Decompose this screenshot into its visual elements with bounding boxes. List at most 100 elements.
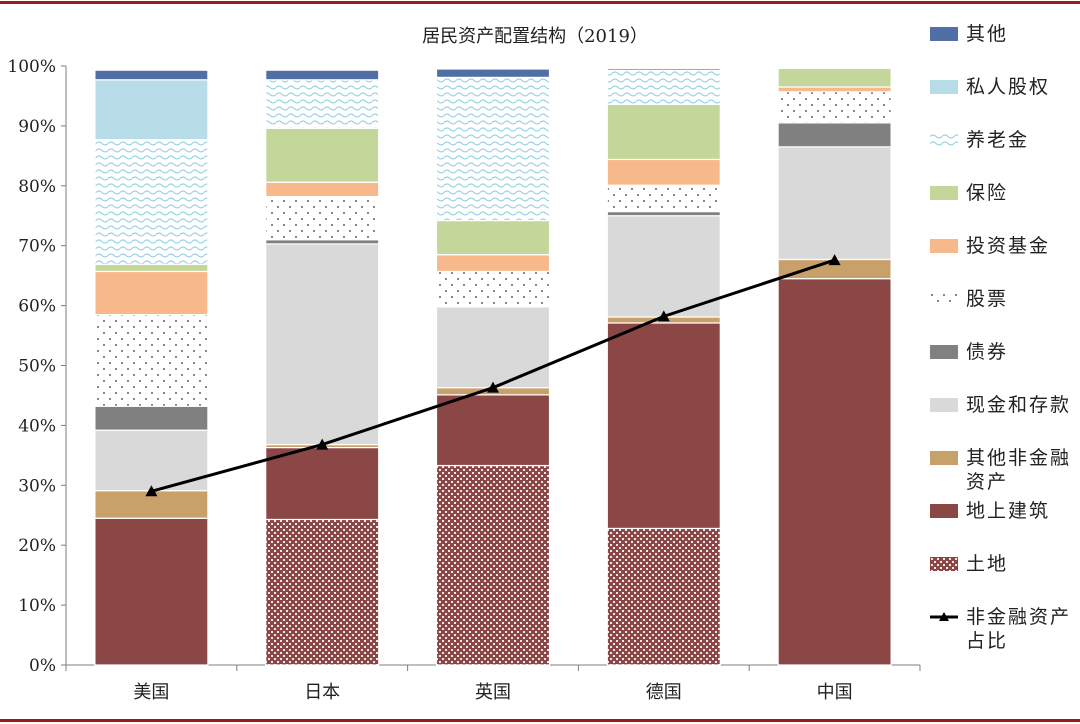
legend-swatch [930, 186, 958, 200]
legend-swatch [930, 398, 958, 412]
legend-swatch [930, 80, 958, 94]
bar-segment [265, 239, 380, 245]
bar-segment [265, 127, 380, 183]
bar-segment [435, 270, 551, 307]
bar-segment [435, 394, 551, 467]
legend-item: 债券 [930, 340, 1074, 364]
bar-segment [94, 405, 209, 431]
legend-label: 其他非金融资产 [966, 447, 1072, 493]
x-tick-label: 中国 [817, 682, 853, 703]
y-tick-label: 30% [18, 476, 56, 496]
legend-label: 养老金 [966, 129, 1030, 151]
legend-label: 股票 [966, 288, 1009, 310]
bottom-border-line [0, 719, 1080, 722]
legend-item: 其他非金融资产 [930, 446, 1074, 494]
legend-swatch [930, 557, 958, 571]
legend-item: 地上建筑 [930, 499, 1074, 523]
bar-segment [265, 79, 380, 129]
bar-segment [606, 103, 721, 161]
legend-item: 土地 [930, 552, 1074, 576]
bar-segment [606, 527, 721, 666]
line-point [828, 254, 841, 266]
y-tick-label: 50% [18, 357, 56, 377]
legend-swatch [930, 292, 958, 306]
x-tick-label: 英国 [475, 682, 511, 703]
line-point [145, 485, 158, 497]
legend-item: 私人股权 [930, 75, 1074, 99]
legend-swatch [930, 239, 958, 253]
legend-item: 其他 [930, 22, 1074, 46]
bar-segment [606, 184, 721, 213]
y-tick-label: 70% [18, 237, 56, 257]
line-point [316, 438, 329, 450]
bar-segment [94, 517, 209, 666]
legend-swatch [930, 451, 958, 465]
bar-segment [435, 219, 551, 256]
bar-segment [265, 518, 380, 666]
bar-segment [606, 69, 721, 105]
legend-item: 养老金 [930, 128, 1074, 152]
legend-swatch [930, 612, 958, 621]
bar-segment [606, 210, 721, 217]
bar-segment [94, 270, 209, 316]
x-tick-label: 日本 [304, 682, 340, 703]
legend-item: 非金融资产 占比 [930, 605, 1074, 653]
top-border-line [0, 1, 1080, 4]
bar-segment [94, 263, 209, 273]
bar-segment [777, 67, 892, 88]
legend-swatch [930, 504, 958, 518]
bar-segment [606, 322, 721, 530]
bar-segment [435, 464, 551, 666]
bar-segment [435, 68, 551, 78]
legend-item: 投资基金 [930, 234, 1074, 258]
bar-segment [606, 67, 721, 71]
legend-label: 现金和存款 [966, 394, 1072, 416]
legend-label: 土地 [966, 553, 1009, 575]
bar-segment [435, 76, 551, 222]
bar-segment [777, 86, 892, 93]
bar-segment [94, 69, 209, 81]
bar-segment [265, 69, 380, 81]
legend-label: 地上建筑 [966, 500, 1051, 522]
y-tick-label: 60% [18, 297, 56, 317]
bar-segment [606, 158, 721, 186]
bar-segment [777, 146, 892, 261]
legend-label: 债券 [966, 341, 1009, 363]
legend-label: 投资基金 [966, 235, 1051, 257]
line-point [487, 381, 499, 393]
bar-segment [777, 91, 892, 124]
chart-title: 居民资产配置结构（2019） [422, 26, 648, 47]
bar-segment [94, 313, 209, 407]
legend-label: 私人股权 [966, 76, 1051, 98]
y-tick-label: 90% [18, 117, 56, 137]
y-tick-label: 40% [18, 416, 56, 436]
legend-swatch [930, 345, 958, 359]
y-tick-label: 80% [18, 177, 56, 197]
y-tick-label: 100% [7, 57, 56, 77]
x-tick-label: 美国 [133, 682, 169, 703]
bar-segment [94, 139, 209, 265]
bar-segment [777, 278, 892, 666]
legend-item: 股票 [930, 287, 1074, 311]
bar-segment [265, 195, 380, 241]
y-tick-label: 10% [18, 596, 56, 616]
y-tick-label: 20% [18, 536, 56, 556]
bar-segment [94, 79, 209, 141]
legend-swatch [930, 27, 958, 41]
y-tick-label: 0% [29, 656, 56, 676]
legend-label: 其他 [966, 23, 1009, 45]
legend-item: 保险 [930, 181, 1074, 205]
x-tick-label: 德国 [646, 682, 682, 703]
legend-label: 保险 [966, 182, 1009, 204]
bar-segment [265, 181, 380, 198]
bar-segment [777, 122, 892, 148]
line-point [657, 310, 670, 322]
legend-item: 现金和存款 [930, 393, 1074, 417]
bar-segment [435, 306, 551, 389]
bar-segment [265, 446, 380, 521]
bar-segment [435, 254, 551, 273]
legend-swatch [930, 133, 958, 147]
bar-segment [265, 243, 380, 446]
